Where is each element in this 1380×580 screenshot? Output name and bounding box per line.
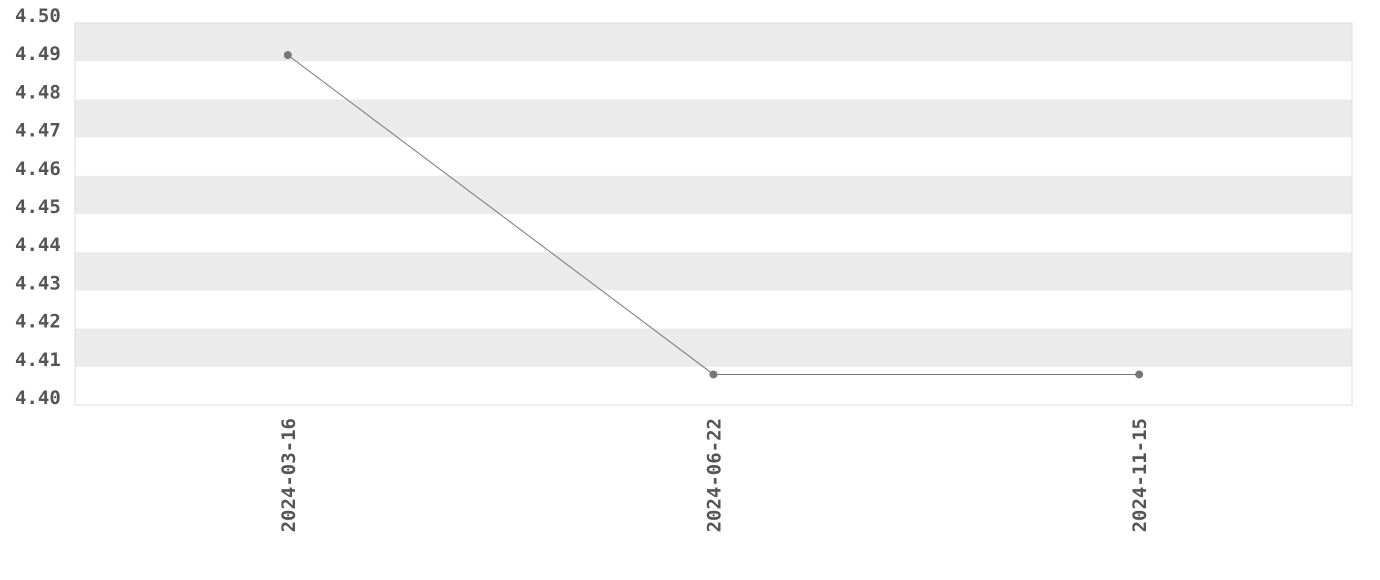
y-tick-label: 4.47 bbox=[15, 120, 61, 142]
grid-bands bbox=[75, 23, 1352, 367]
y-tick-label: 4.44 bbox=[15, 234, 61, 256]
y-tick-label: 4.45 bbox=[15, 196, 61, 218]
y-tick-label: 4.50 bbox=[15, 5, 61, 27]
grid-band bbox=[75, 252, 1352, 291]
series bbox=[283, 51, 1144, 379]
plot-frame bbox=[74, 22, 1353, 406]
grid-band bbox=[75, 328, 1352, 367]
grid-band bbox=[75, 99, 1352, 138]
grid-band bbox=[75, 23, 1352, 62]
data-point bbox=[709, 370, 718, 379]
y-tick-label: 4.46 bbox=[15, 158, 61, 180]
x-tick-label: 2024-06-22 bbox=[704, 418, 726, 532]
y-tick-label: 4.42 bbox=[15, 311, 61, 333]
grid-band bbox=[75, 175, 1352, 214]
x-tick-label: 2024-11-15 bbox=[1129, 418, 1151, 532]
y-tick-label: 4.41 bbox=[15, 349, 61, 371]
y-tick-label: 4.48 bbox=[15, 81, 61, 103]
data-point bbox=[283, 51, 292, 60]
y-tick-label: 4.43 bbox=[15, 272, 61, 294]
y-tick-label: 4.49 bbox=[15, 43, 61, 65]
y-tick-label: 4.40 bbox=[15, 387, 61, 409]
y-axis-ticks: 4.40 4.41 4.42 4.43 4.44 4.45 4.46 4.47 4.48 4.49… bbox=[15, 5, 61, 409]
x-tick-label: 2024-03-16 bbox=[278, 418, 300, 532]
x-axis-ticks: 2024-03-16 2024-06-22 2024-11-15 bbox=[278, 418, 1151, 532]
data-point bbox=[1135, 370, 1144, 379]
